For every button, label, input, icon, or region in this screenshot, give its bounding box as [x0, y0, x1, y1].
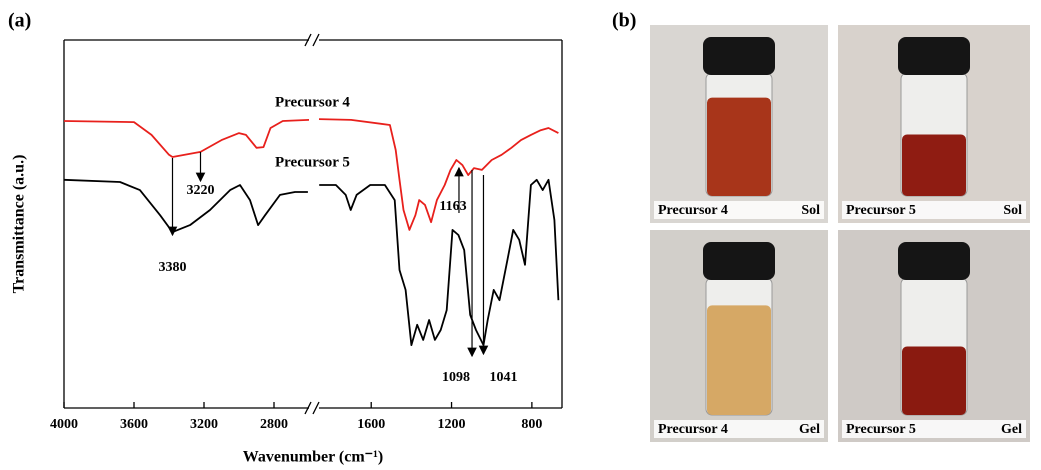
- vial-cap: [898, 37, 970, 75]
- x-tick-label: 1600: [357, 417, 385, 432]
- x-tick-label: 3200: [190, 417, 218, 432]
- vial-cap: [898, 242, 970, 280]
- panel-label: (a): [8, 10, 31, 32]
- peak-label: 1163: [439, 199, 466, 214]
- line-series: [63, 118, 559, 231]
- photo-sample: Precursor 5: [846, 203, 916, 218]
- x-tick-label: 800: [521, 417, 542, 432]
- x-tick-label: 1200: [438, 417, 466, 432]
- photo-sample: Precursor 4: [658, 203, 728, 218]
- caption-bg: [654, 420, 824, 438]
- photo-state: Sol: [801, 203, 820, 218]
- caption-bg: [842, 420, 1026, 438]
- vial-cap: [703, 37, 775, 75]
- vial-liquid: [707, 97, 771, 196]
- peak-label: 3380: [159, 260, 187, 275]
- photo-sample: Precursor 5: [846, 422, 916, 437]
- vial-liquid: [707, 305, 771, 415]
- vial-liquid: [902, 134, 966, 196]
- series-label: Precursor 4: [275, 94, 350, 110]
- plot-frame: [63, 33, 563, 415]
- line-series: [63, 178, 560, 346]
- photo-state: Gel: [799, 422, 820, 437]
- x-tick-label: 4000: [50, 417, 78, 432]
- panel-label: (b): [612, 10, 636, 32]
- y-axis-label: Transmittance (a.u.): [11, 155, 28, 294]
- vial-cap: [703, 242, 775, 280]
- x-tick-label: 2800: [260, 417, 288, 432]
- x-tick-label: 3600: [120, 417, 148, 432]
- photo-state: Sol: [1003, 203, 1022, 218]
- caption-bg: [654, 201, 824, 219]
- photo-sample: Precursor 4: [658, 422, 728, 437]
- series-label: Precursor 5: [275, 154, 350, 170]
- peak-label: 3220: [187, 183, 215, 198]
- vial-liquid: [902, 346, 966, 415]
- photo-state: Gel: [1001, 422, 1022, 437]
- caption-bg: [842, 201, 1026, 219]
- peak-label: 1041: [489, 370, 517, 385]
- x-axis-label: Wavenumber (cm⁻¹): [243, 449, 383, 466]
- peak-label: 1098: [442, 370, 470, 385]
